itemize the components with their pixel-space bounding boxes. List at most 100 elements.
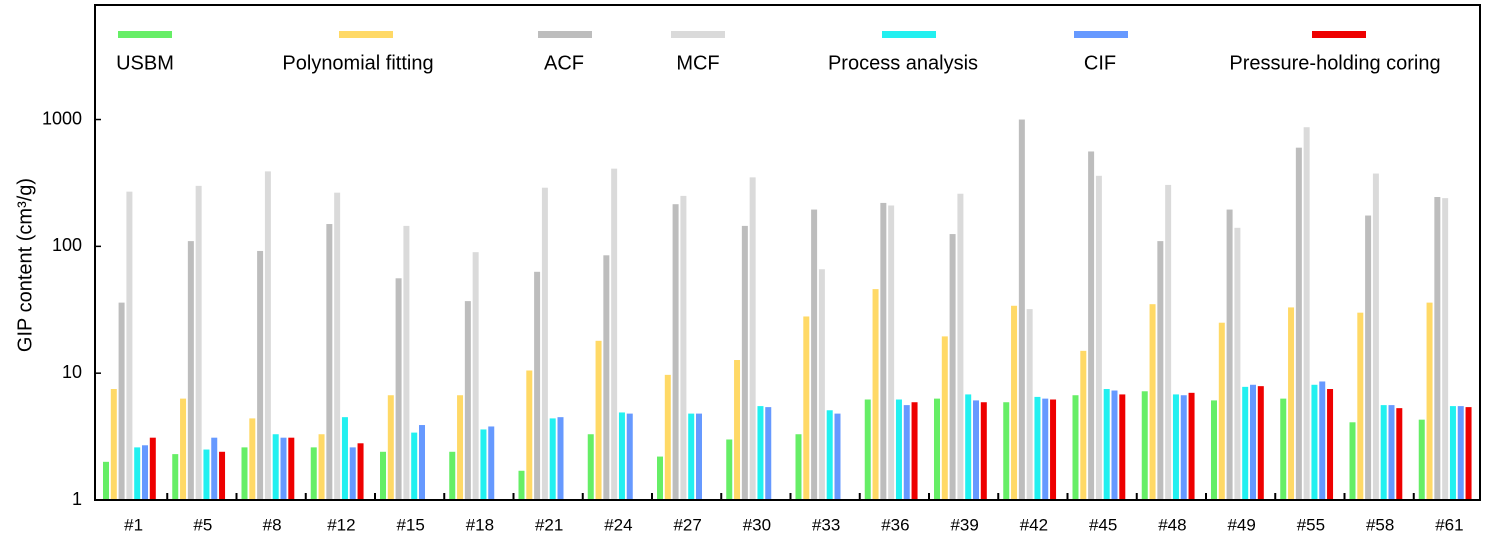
bar (203, 449, 210, 500)
legend-swatch (671, 31, 725, 38)
bar (888, 205, 895, 501)
plot-frame (94, 4, 1481, 501)
bar (811, 209, 818, 500)
bar (741, 225, 748, 500)
bar (1242, 386, 1249, 500)
bar (911, 402, 918, 500)
legend-swatch (118, 31, 172, 38)
bar (1088, 151, 1095, 501)
x-tick-label: #55 (1297, 515, 1325, 534)
x-tick-label: #42 (1020, 515, 1048, 534)
bar (1011, 305, 1018, 500)
legend-swatch (1074, 31, 1128, 38)
bar (626, 413, 633, 500)
bar (657, 456, 663, 500)
bar (472, 252, 479, 500)
bar (241, 447, 248, 500)
bar (526, 370, 533, 500)
bar (1311, 384, 1318, 500)
legend-label: USBM (116, 52, 174, 74)
x-tick-label: #48 (1158, 515, 1186, 534)
x-tick-label: #8 (263, 515, 282, 534)
bar (110, 389, 117, 500)
bar (1226, 209, 1233, 500)
bar (395, 278, 402, 500)
bar (826, 410, 833, 500)
bar (211, 437, 218, 500)
bar (549, 418, 556, 500)
legend-swatch (882, 31, 936, 38)
bar (1211, 400, 1217, 500)
bar (1380, 405, 1387, 500)
bar (1327, 389, 1334, 500)
x-tick-label: #33 (812, 515, 840, 534)
legend-swatch (1312, 31, 1366, 38)
bar (834, 413, 841, 500)
y-axis-label: GIP content (cm³/g) (14, 178, 36, 352)
y-tick-label: 100 (52, 235, 82, 255)
legend-swatch (538, 31, 592, 38)
bar (219, 451, 226, 500)
bar (726, 439, 733, 500)
bar (1095, 175, 1102, 500)
bar (595, 340, 602, 500)
bar (449, 451, 456, 500)
bar (187, 241, 194, 500)
bar (880, 202, 887, 501)
bar (973, 400, 979, 500)
legend-label: Polynomial fitting (282, 52, 433, 74)
bar (1349, 422, 1356, 500)
bar (557, 417, 564, 500)
legend-label: ACF (544, 52, 584, 74)
bar (1295, 147, 1302, 500)
bar (872, 289, 879, 500)
bar (818, 269, 825, 500)
bar (1426, 302, 1433, 500)
bar (387, 395, 394, 500)
bar (795, 434, 802, 500)
bar (1372, 173, 1379, 500)
bar (864, 399, 871, 500)
x-tick-label: #24 (604, 515, 632, 534)
bar (280, 437, 287, 500)
bar (264, 171, 271, 500)
bar (118, 302, 125, 500)
bar (341, 417, 348, 500)
bar (149, 437, 156, 500)
bar (803, 316, 810, 500)
x-tick-label: #39 (950, 515, 978, 534)
bar (1018, 119, 1025, 500)
bar (611, 168, 618, 501)
bar (664, 374, 671, 500)
bar (941, 336, 948, 500)
x-tick-label: #36 (881, 515, 909, 534)
x-tick-label: #61 (1435, 515, 1463, 534)
x-tick-label: #30 (743, 515, 771, 534)
y-tick-label: 10 (62, 362, 82, 382)
bar (1280, 398, 1287, 500)
x-tick-label: #5 (193, 515, 212, 534)
bar (349, 447, 356, 500)
bar (403, 225, 410, 500)
bar (1457, 406, 1464, 500)
x-tick-label: #45 (1089, 515, 1117, 534)
bar (949, 234, 956, 500)
bar (1034, 396, 1041, 500)
bar (126, 191, 133, 500)
x-tick-label: #18 (466, 515, 494, 534)
bar (1072, 395, 1079, 500)
bar (318, 434, 325, 500)
bar (457, 395, 464, 500)
bar (1365, 215, 1372, 500)
bar (1149, 304, 1156, 500)
bar (895, 399, 902, 500)
bar (1080, 350, 1087, 500)
bar (765, 407, 772, 500)
bar (480, 429, 487, 500)
bar (1234, 227, 1241, 500)
bar (680, 195, 687, 500)
y-tick-label: 1 (72, 489, 82, 509)
bar (1434, 196, 1441, 500)
bar (957, 193, 964, 500)
